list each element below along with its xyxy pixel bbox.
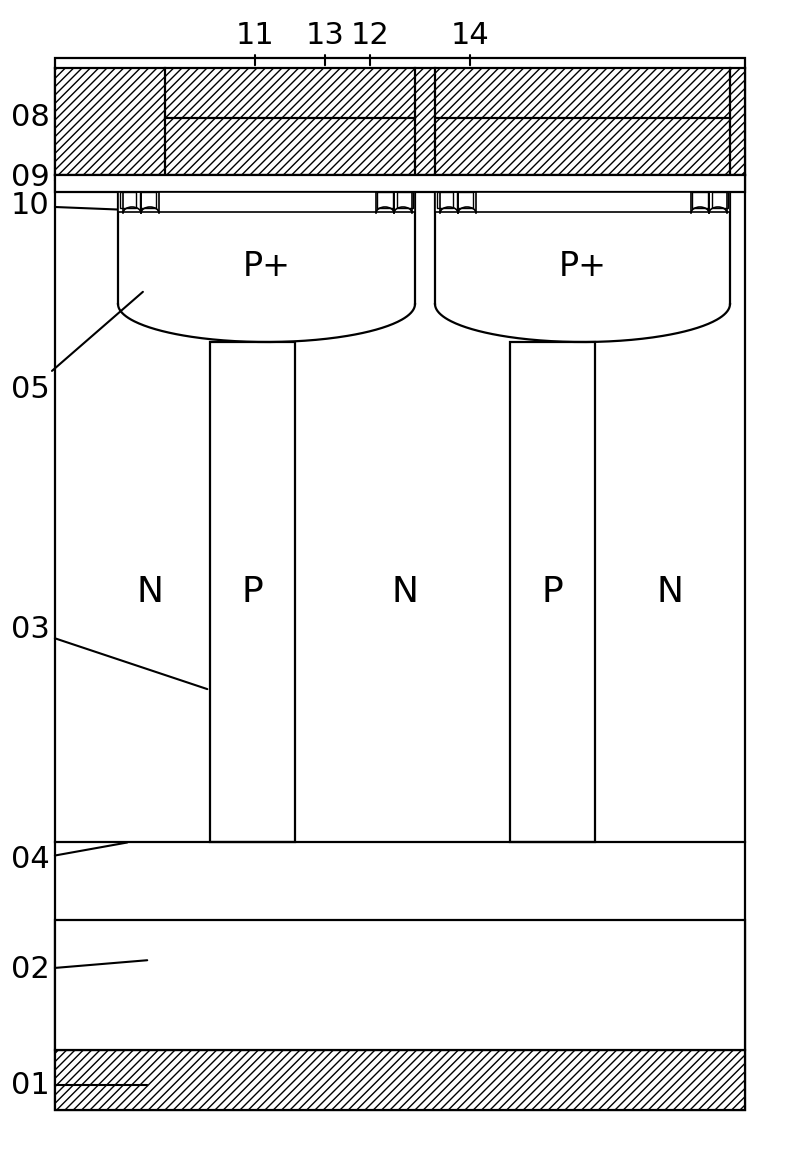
Text: 09: 09: [10, 164, 77, 193]
Bar: [118, 193, 415, 212]
Bar: [140, 193, 156, 208]
Text: 04: 04: [10, 843, 127, 874]
Text: 10: 10: [10, 191, 127, 220]
Text: P+: P+: [243, 250, 291, 284]
Text: P+: P+: [558, 250, 606, 284]
Bar: [55, 175, 745, 193]
Text: 03: 03: [10, 616, 207, 689]
Bar: [712, 193, 728, 208]
Text: N: N: [657, 575, 683, 609]
Bar: [510, 342, 595, 842]
Bar: [55, 920, 745, 1050]
Text: 11: 11: [235, 21, 275, 66]
Bar: [377, 193, 393, 208]
Bar: [397, 193, 413, 208]
Text: 13: 13: [305, 21, 344, 66]
Text: 05: 05: [10, 292, 143, 405]
Bar: [692, 193, 708, 208]
Text: 14: 14: [451, 21, 489, 66]
Text: N: N: [136, 575, 163, 609]
Bar: [165, 118, 415, 175]
Bar: [120, 193, 136, 208]
Bar: [55, 58, 745, 1110]
Text: 01: 01: [10, 1070, 147, 1100]
Text: 12: 12: [351, 21, 389, 66]
Bar: [437, 193, 453, 208]
Bar: [435, 193, 730, 212]
Bar: [435, 118, 730, 175]
Bar: [55, 68, 745, 175]
Bar: [457, 193, 473, 208]
Text: P: P: [242, 575, 264, 609]
Bar: [435, 118, 730, 175]
Bar: [210, 342, 295, 842]
Text: P: P: [541, 575, 563, 609]
Text: 02: 02: [10, 956, 147, 985]
Text: 08: 08: [10, 104, 77, 133]
Bar: [55, 1050, 745, 1110]
Text: N: N: [392, 575, 418, 609]
Bar: [165, 118, 415, 175]
